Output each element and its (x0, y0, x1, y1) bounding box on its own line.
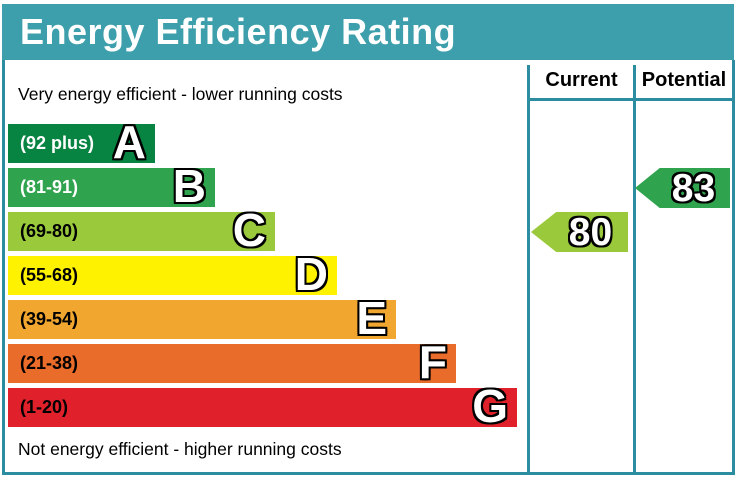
top-note: Very energy efficient - lower running co… (18, 84, 343, 104)
column-header-underline (527, 98, 732, 101)
band-range-label: (21-38) (20, 353, 79, 373)
band-letter: D (294, 248, 328, 300)
band-row-b: (81-91) B (8, 163, 215, 209)
band-range-label: (92 plus) (20, 133, 95, 153)
potential-column-header: Potential (641, 69, 727, 91)
band-letter: C (232, 204, 266, 256)
current-rating-value: 80 (568, 210, 613, 254)
band-row-a: (92 plus) A (8, 119, 155, 165)
bottom-note: Not energy efficient - higher running co… (18, 439, 342, 459)
page-title: Energy Efficiency Rating (20, 11, 457, 52)
band-letter: E (356, 292, 387, 344)
band-range-label: (55-68) (20, 265, 79, 285)
band-row-g: (1-20) G (8, 383, 517, 429)
band-range-label: (69-80) (20, 221, 79, 241)
band-range-label: (39-54) (20, 309, 79, 329)
band-letter: F (418, 336, 447, 388)
current-column-divider (527, 65, 530, 472)
band-letter: G (472, 380, 508, 432)
band-range-label: (81-91) (20, 177, 79, 197)
potential-rating-value: 83 (671, 166, 716, 210)
band-row-f: (21-38) F (8, 339, 456, 385)
band-row-c: (69-80) C (8, 207, 275, 253)
potential-rating-arrow: 83 (635, 168, 730, 208)
epc-rating-chart: Current Potential Very energy efficient … (2, 60, 735, 475)
band-row-d: (55-68) D (8, 251, 337, 297)
band-row-e: (39-54) E (8, 295, 396, 341)
band-letter: A (112, 116, 146, 168)
potential-column-divider (633, 65, 636, 472)
band-range-label: (1-20) (20, 397, 69, 417)
band-letter: B (172, 160, 206, 212)
current-rating-arrow: 80 (531, 212, 628, 252)
current-column-header: Current (545, 69, 618, 91)
title-banner: Energy Efficiency Rating (2, 4, 734, 60)
